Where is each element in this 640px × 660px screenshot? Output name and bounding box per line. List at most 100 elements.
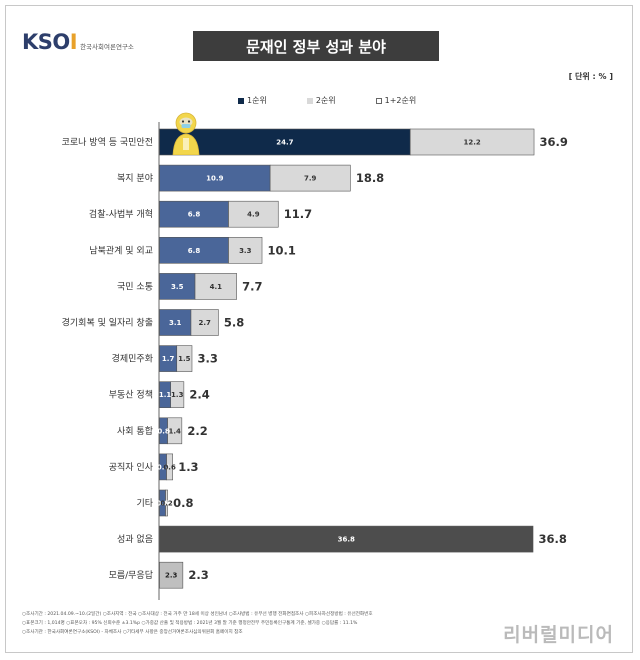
bar-total-label: 3.3: [197, 352, 217, 366]
legend-label-first: 1순위: [247, 96, 267, 105]
bar-total-label: 11.7: [284, 207, 312, 221]
bar-first-rank: [159, 561, 184, 589]
bar-first-rank-label: 36.8: [338, 536, 355, 544]
category-label: 공직자 인사: [109, 462, 154, 473]
legend-label-second: 2순위: [315, 96, 336, 105]
bar-total-label: 0.8: [173, 496, 193, 510]
bar-second-rank: [165, 489, 168, 517]
bar-first-rank: [159, 200, 229, 228]
bar-first-rank-label: 1.7: [162, 355, 175, 363]
bar-first-rank-label: 10.9: [206, 175, 223, 183]
bar-second-rank-label: 1.5: [178, 355, 191, 363]
bar-row: 코로나 방역 등 국민안전 24.7 12.2 36.9: [62, 128, 568, 156]
bar-first-rank: [159, 525, 534, 553]
bar-total-label: 7.7: [242, 279, 262, 293]
bar-second-rank-label: 4.1: [210, 283, 223, 291]
category-label: 사회 통합: [117, 426, 153, 437]
bar-second-rank-label: 2.7: [198, 319, 211, 327]
bar-first-rank: [159, 273, 196, 300]
bar-second-rank: [166, 453, 173, 481]
bar-second-rank: [228, 200, 279, 228]
bar-first-rank-label: 3.5: [171, 283, 184, 291]
legend-item-first: 1순위: [238, 95, 267, 106]
bar-total-label: 36.9: [540, 135, 568, 149]
bar-row: 검찰-사법부 개혁 6.8 4.9 11.7: [89, 200, 312, 228]
legend-label-total: 1+2순위: [384, 96, 417, 105]
legend-item-second: 2순위: [306, 95, 336, 106]
bar-first-rank-label: 3.1: [169, 319, 182, 327]
category-label: 부동산 정책: [109, 389, 153, 401]
watermark: 리버럴미디어: [503, 624, 614, 646]
bar-row: 복지 분야 10.9 7.9 18.8: [117, 164, 384, 192]
category-label: 국민 소통: [117, 281, 153, 292]
category-label: 모름/무응답: [109, 569, 153, 581]
logo-subtitle: 한국사회여론연구소: [80, 43, 134, 51]
category-label: 코로나 방역 등 국민안전: [62, 137, 153, 148]
category-label: 검찰-사법부 개혁: [89, 208, 153, 220]
bar-first-rank-label: 0.7: [157, 463, 170, 471]
bar-row: 부동산 정책 1.1 1.3 2.4: [109, 381, 210, 409]
unit-label: [ 단위 : % ]: [568, 72, 613, 81]
bar-first-rank: [159, 128, 411, 156]
logo: KSOI 한국사회여론연구소: [22, 30, 134, 54]
bar-second-rank-label: 12.2: [463, 139, 480, 147]
logo-mark: KSOI: [22, 30, 78, 54]
bar-first-rank-label: 24.7: [276, 139, 293, 147]
bar-second-rank-label: 1.3: [171, 391, 184, 399]
bar-total-label: 2.4: [189, 388, 209, 402]
bar-first-rank-label: 1.1: [159, 391, 172, 399]
bar-second-rank: [176, 345, 193, 372]
footnote-line: ○조사기간 : 2021.04.09.~10.(2일간) ○조사지역 : 전국 …: [22, 612, 373, 617]
bar-second-rank: [409, 128, 535, 156]
bar-row: 경제민주화 1.7 1.5 3.3: [112, 345, 218, 372]
bar-second-rank-label: 3.3: [239, 247, 252, 255]
bar-row: 모름/무응답 2.3 2.3: [109, 561, 209, 589]
bar-total-label: 36.8: [539, 532, 567, 546]
legend-item-total: 1+2순위: [375, 95, 417, 106]
chart-title-text: 문재인 정부 성과 분야: [246, 37, 386, 56]
bar-second-rank-label: 4.9: [247, 211, 260, 219]
bar-row: 기타 0.60.2 0.8: [136, 489, 193, 517]
footnote-line: ○표본크기 : 1,014명 ○표본오차 : 95% 신뢰수준 ±3.1%p ○…: [22, 621, 358, 626]
bar-row: 공직자 인사 0.70.6 1.3: [109, 453, 199, 481]
footnote-line: ○조사기관 : 한국사회여론연구소(KSOI) - 자체조사 ○기타세부 사항은…: [22, 630, 243, 635]
bar-second-rank-label: 0.2: [160, 500, 173, 508]
bar-total-label: 2.3: [188, 568, 208, 582]
legend-swatch-first: [238, 97, 244, 104]
bar-first-rank-label: 2.3: [165, 572, 178, 580]
bar-first-rank-label: 0.8: [157, 427, 170, 435]
bar-total-label: 18.8: [356, 171, 384, 185]
bar-first-rank-label: 6.8: [188, 247, 201, 255]
bar-row: 국민 소통 3.5 4.1 7.7: [117, 273, 263, 300]
bar-total-label: 10.1: [268, 243, 296, 257]
bar-total-label: 2.2: [187, 424, 207, 438]
category-label: 기타: [136, 498, 153, 509]
bar-second-rank-label: 0.6: [163, 463, 176, 471]
bar-row: 경기회복 및 일자리 창출 3.1 2.7 5.8: [62, 309, 244, 336]
chart-title: 문재인 정부 성과 분야: [193, 31, 439, 61]
bar-second-rank: [190, 309, 219, 336]
medical-worker-illustration: [172, 112, 200, 155]
bar-first-rank-label: 0.6: [156, 500, 169, 508]
bar-second-rank-label: 1.4: [169, 427, 182, 435]
bar-second-rank: [167, 417, 183, 445]
bar-chart: 코로나 방역 등 국민안전 24.7 12.2 36.9 복지 분야 10.9 7.9 18.…: [62, 122, 568, 600]
category-label: 경기회복 및 일자리 창출: [62, 317, 153, 329]
legend-swatch-total: [375, 97, 382, 104]
category-label: 복지 분야: [117, 173, 153, 184]
legend: 1순위 2순위 1+2순위: [238, 95, 416, 106]
category-label: 경제민주화: [112, 353, 153, 365]
bar-second-rank: [269, 164, 351, 192]
bar-second-rank: [170, 381, 185, 409]
bar-row: 사회 통합 0.81.4 2.2: [117, 417, 208, 445]
bar-first-rank: [159, 164, 271, 192]
bar-second-rank: [228, 237, 263, 264]
legend-swatch-second: [306, 97, 313, 104]
bar-row: 성과 없음 36.8 36.8: [117, 525, 567, 553]
category-label: 남북관계 및 외교: [89, 244, 153, 256]
bar-second-rank: [194, 273, 237, 300]
footnotes: ○조사기간 : 2021.04.09.~10.(2일간) ○조사지역 : 전국 …: [22, 610, 492, 637]
bar-first-rank-label: 6.8: [188, 211, 201, 219]
bar-row: 남북관계 및 외교 6.8 3.3 10.1: [89, 237, 296, 264]
bar-total-label: 1.3: [178, 460, 198, 474]
